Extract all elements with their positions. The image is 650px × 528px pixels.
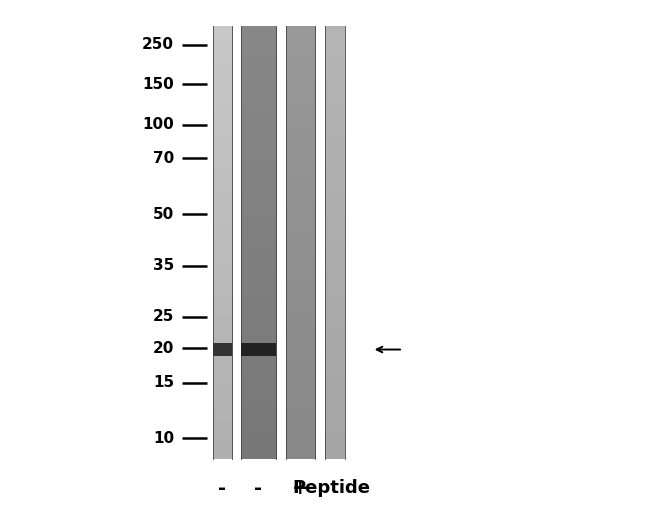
Bar bbox=[213, 343, 232, 356]
Text: 150: 150 bbox=[142, 77, 174, 92]
Text: 10: 10 bbox=[153, 431, 174, 446]
Text: 25: 25 bbox=[153, 309, 174, 324]
Text: 100: 100 bbox=[142, 117, 174, 132]
Text: +: + bbox=[292, 479, 309, 498]
Text: -: - bbox=[218, 479, 226, 498]
Text: 15: 15 bbox=[153, 375, 174, 390]
Text: 70: 70 bbox=[153, 151, 174, 166]
Text: 35: 35 bbox=[153, 258, 174, 273]
Text: 50: 50 bbox=[153, 207, 174, 222]
Text: 250: 250 bbox=[142, 37, 174, 52]
Bar bbox=[240, 343, 276, 356]
Text: Peptide: Peptide bbox=[292, 479, 370, 497]
Text: 20: 20 bbox=[153, 341, 174, 356]
Text: -: - bbox=[254, 479, 262, 498]
